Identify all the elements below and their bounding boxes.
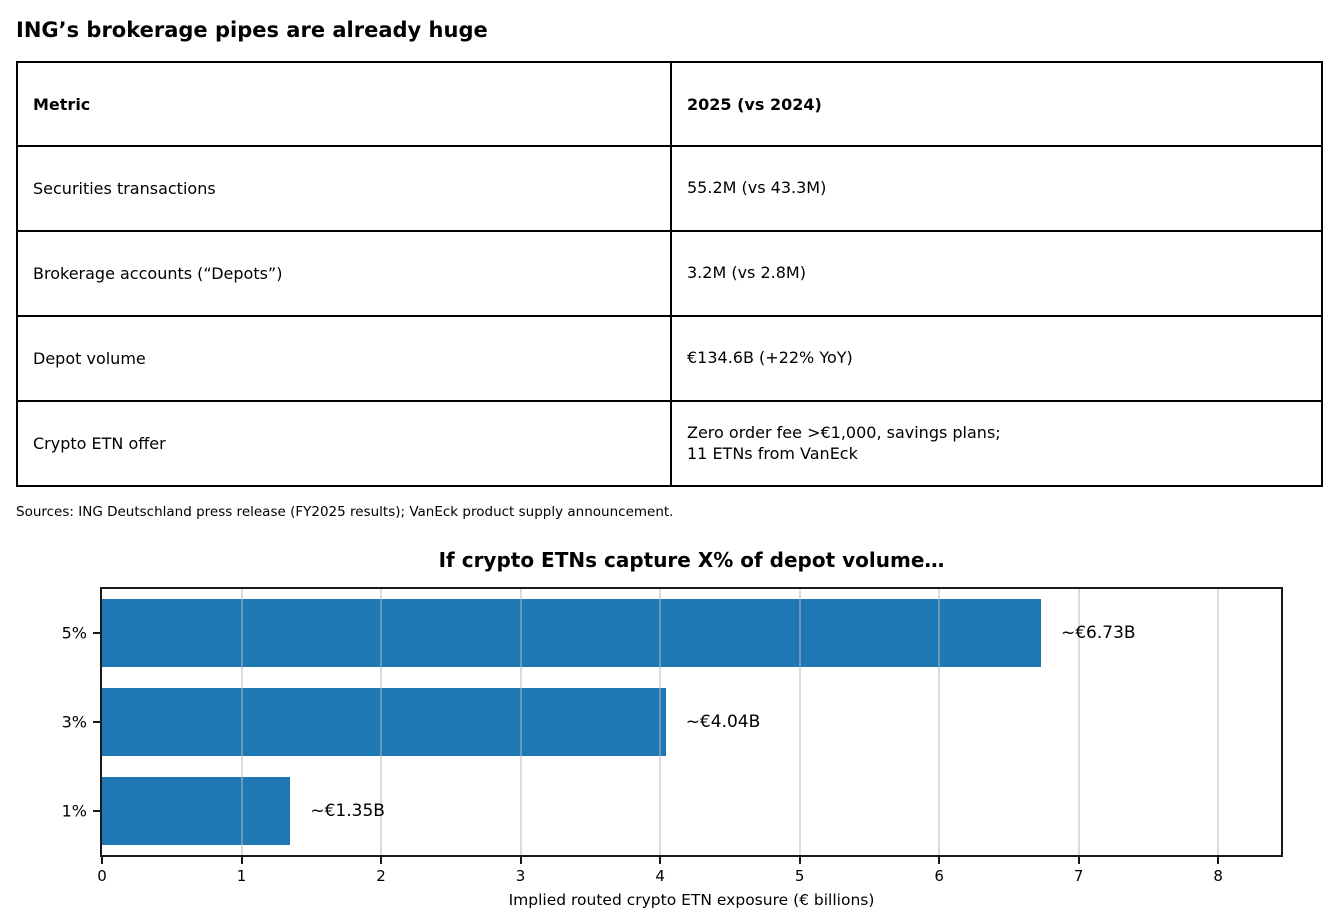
x-tick-mark [240,857,243,864]
x-tick-label: 4 [655,867,665,885]
table-header-row: Metric 2025 (vs 2024) [16,61,1323,147]
x-tick-label: 8 [1213,867,1223,885]
x-tick-mark [101,857,103,864]
value-cell: 55.2M (vs 43.3M) [670,145,1323,232]
y-tick-label: 3% [61,712,87,732]
table-row: Brokerage accounts (“Depots”) 3.2M (vs 2… [16,230,1323,317]
x-tick-mark [1077,857,1080,864]
y-tick-mark [93,809,100,812]
x-tick-label: 1 [236,867,247,885]
bar-value-label: ~€6.73B [1061,623,1136,644]
column-header-2025: 2025 (vs 2024) [670,61,1323,147]
chart-title: If crypto ETNs capture X% of depot volum… [438,548,945,572]
x-tick-label: 2 [376,867,386,885]
gridline [240,589,243,855]
gridline [1217,589,1220,855]
x-tick-label: 3 [515,867,526,885]
plot-area: ~€6.73B ~€4.04B ~€1.35B [100,587,1283,857]
column-header-metric: Metric [16,61,672,147]
x-tick-label: 0 [97,867,107,885]
y-tick-mark [93,721,100,723]
gridline [519,589,522,855]
gridline [798,589,801,855]
x-tick-label: 6 [934,867,944,885]
bar-chart: If crypto ETNs capture X% of depot volum… [0,540,1340,914]
bar [102,599,1041,668]
x-tick-mark [938,857,941,864]
table-row: Securities transactions 55.2M (vs 43.3M) [16,145,1323,232]
page-title: ING’s brokerage pipes are already huge [16,18,488,42]
value-cell: €134.6B (+22% YoY) [670,315,1323,402]
x-tick-mark [380,857,383,864]
gridline [1077,589,1080,855]
y-tick-label: 1% [61,801,87,821]
metrics-table: Metric 2025 (vs 2024) Securities transac… [16,61,1323,487]
metric-cell: Securities transactions [16,145,672,232]
gridline [659,589,662,855]
metric-cell: Depot volume [16,315,672,402]
bar-value-label: ~€1.35B [310,800,385,821]
metric-cell: Brokerage accounts (“Depots”) [16,230,672,317]
x-tick-mark [659,857,662,864]
y-tick-mark [93,632,100,635]
value-cell: Zero order fee >€1,000, savings plans; 1… [670,400,1323,487]
sources-note: Sources: ING Deutschland press release (… [16,504,674,520]
metric-cell: Crypto ETN offer [16,400,672,487]
y-tick-label: 5% [61,623,87,643]
x-tick-mark [1217,857,1220,864]
x-tick-label: 5 [794,867,805,885]
x-axis-label: Implied routed crypto ETN exposure (€ bi… [508,891,875,909]
table-row: Crypto ETN offer Zero order fee >€1,000,… [16,400,1323,487]
gridline [380,589,383,855]
bar [102,776,291,845]
gridline [938,589,941,855]
x-tick-mark [798,857,801,864]
table-row: Depot volume €134.6B (+22% YoY) [16,315,1323,402]
bar [102,688,666,756]
bar-value-label: ~€4.04B [685,712,761,732]
x-tick-label: 7 [1073,867,1084,885]
x-tick-mark [519,857,522,864]
value-cell: 3.2M (vs 2.8M) [670,230,1323,317]
